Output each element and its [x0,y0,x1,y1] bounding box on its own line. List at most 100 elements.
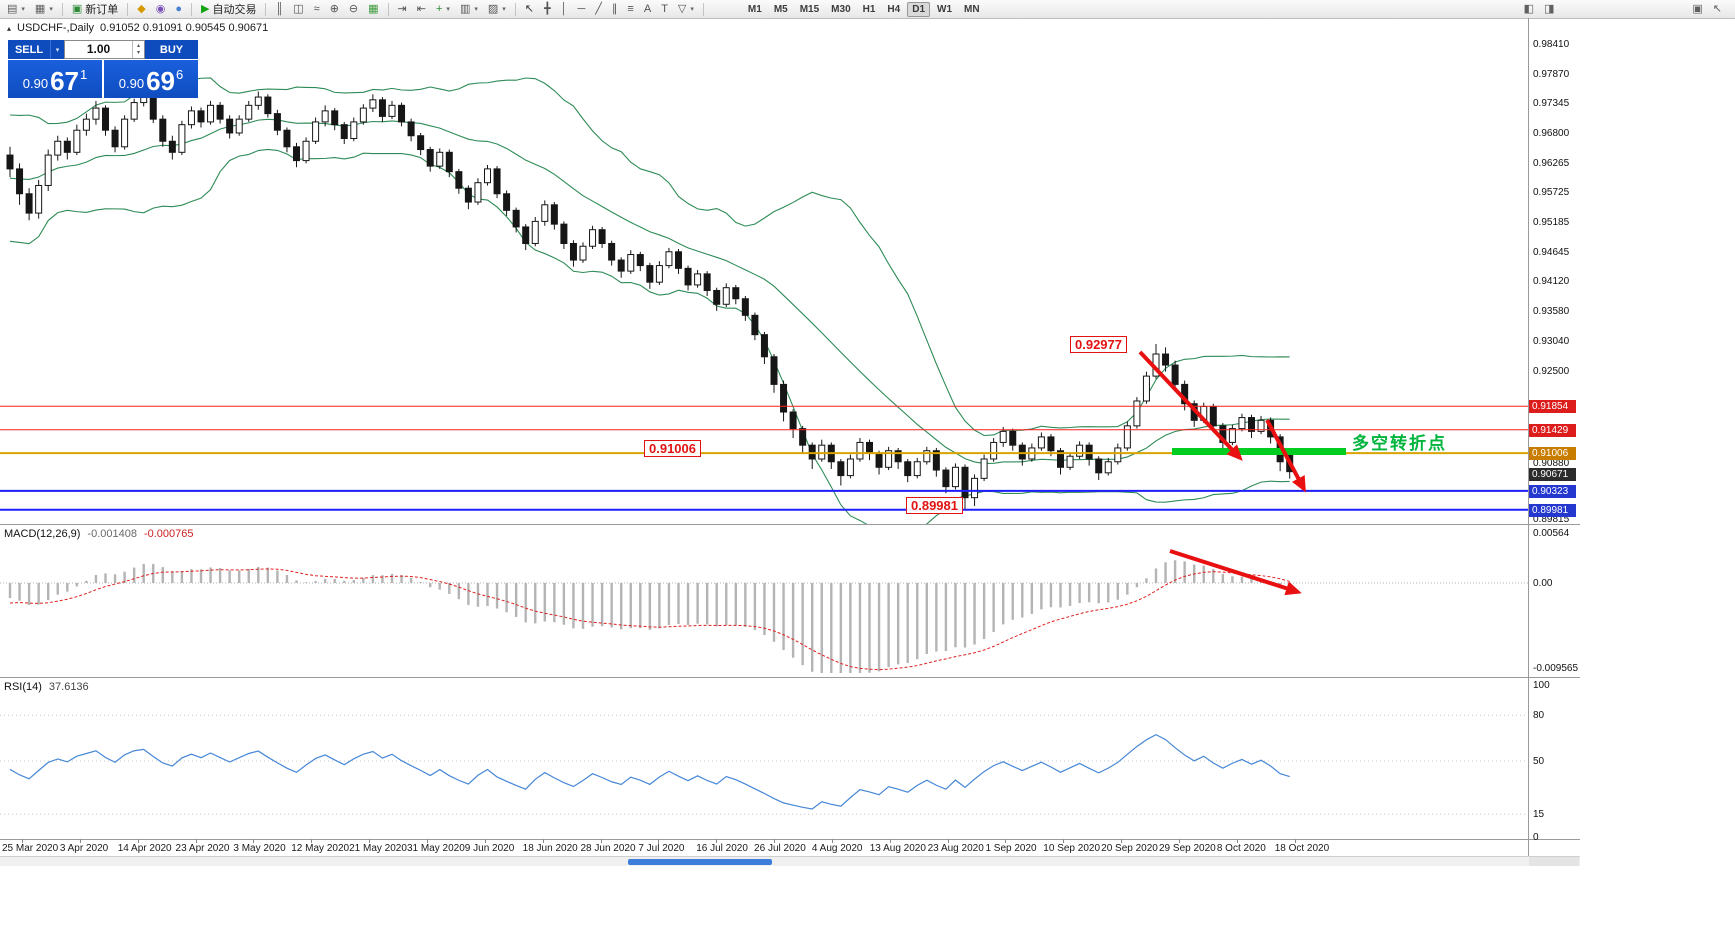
profiles-icon[interactable]: ▦ ▾ [30,0,58,18]
bar-chart-icon[interactable]: ║ [270,0,288,18]
date-axis-tick [195,839,197,843]
main-chart-canvas[interactable] [0,18,1528,525]
price-axis-label: 0.94645 [1533,247,1570,259]
zoom-in-icon[interactable]: ⊕ [325,0,344,18]
date-axis-label: 8 Oct 2020 [1216,843,1266,854]
price-callout[interactable]: 0.92977 [1070,336,1127,353]
date-axis-label: 4 Aug 2020 [811,843,863,854]
date-axis-tick [658,839,660,843]
volume-value[interactable]: 1.00 [86,42,111,56]
price-axis-label: 0.95725 [1533,187,1570,199]
volume-spinner[interactable]: ▴ ▾ [132,41,144,58]
shapes-icon-dropdown[interactable]: ▾ [690,6,694,13]
new-order-button[interactable]: ▣ 新订单 [67,0,123,18]
auto-scroll-icon[interactable]: ⇥ [393,0,412,18]
indicators-icon[interactable]: + ▾ [431,0,455,18]
price-axis-marker: 0.91006 [1529,447,1576,461]
crosshair-icon[interactable]: ╋ [539,0,556,18]
snapshot-icon: ▣ [1692,3,1703,15]
spinner-up-icon[interactable]: ▴ [136,42,140,49]
bollinger-band-line [9,77,1290,437]
new-chart-icon[interactable]: ▤ ▾ [2,0,30,18]
buy-price-button[interactable]: 0.90 69 6 [104,60,198,98]
metaeditor-icon[interactable]: ◆ [132,0,150,18]
price-callout[interactable]: 0.89981 [906,497,963,514]
templates-icon-dropdown[interactable]: ▾ [502,6,506,13]
snapshot-icon[interactable]: ▣ [1687,0,1707,18]
date-axis-tick [1179,839,1180,843]
rsi-panel-canvas[interactable] [0,678,1528,839]
price-axis-marker: 0.91854 [1529,400,1576,414]
price-axis-label: 0.97870 [1533,68,1570,80]
macd-panel-canvas[interactable] [0,525,1528,677]
cursor-icon[interactable]: ↖ [520,0,539,18]
macd-trend-arrow-object[interactable] [1169,549,1302,596]
pointer-mode-icon: ↖ [1712,3,1722,15]
date-axis-label: 28 Jun 2020 [580,843,636,854]
date-axis-tick [889,839,891,843]
toolbar-separator [265,2,267,16]
new-order-button-label: 新订单 [85,4,119,16]
vertical-line-icon: │ [560,3,568,15]
candlestick-chart-icon[interactable]: ◫ [288,0,308,18]
pointer-mode-icon[interactable]: ↖ [1708,0,1727,18]
signals-icon[interactable]: ● [170,0,187,18]
auto-trading-button[interactable]: ▶ 自动交易 [196,0,261,18]
auto-trading-icon: ▶ [200,3,210,15]
shapes-icon[interactable]: ▽ ▾ [673,0,699,18]
macd-name: MACD(12,26,9) [4,528,81,540]
price-callout[interactable]: 0.91006 [644,440,701,457]
notifications-icon[interactable]: ◨ [1539,0,1559,18]
sell-price-button[interactable]: 0.90 67 1 [8,60,102,98]
horizontal-line-icon[interactable]: ─ [573,0,591,18]
new-chart-icon-dropdown[interactable]: ▾ [21,6,25,13]
timeframe-m30-button[interactable]: M30 [831,3,851,15]
date-axis-tick [369,839,371,843]
label-icon[interactable]: T [656,0,673,18]
date-axis-tick [947,839,949,843]
buy-button[interactable]: BUY [145,40,198,59]
chart-shift-icon[interactable]: ⇤ [412,0,431,18]
periods-icon[interactable]: ▥ ▾ [455,0,483,18]
timeframe-mn-button[interactable]: MN [964,3,980,15]
timeframe-w1-button[interactable]: W1 [937,3,953,15]
ohlc-values: 0.91052 0.91091 0.90545 0.90671 [100,22,269,34]
vertical-line-icon[interactable]: │ [556,0,573,18]
fibonacci-icon[interactable]: ≡ [622,0,638,18]
trend-arrow-object[interactable] [1265,419,1306,493]
timeframe-m15-button[interactable]: M15 [799,3,820,15]
periods-icon-dropdown[interactable]: ▾ [474,6,478,13]
timeframe-m1-button[interactable]: M1 [747,3,762,15]
pivot-zone-object[interactable] [1172,448,1346,455]
volume-field[interactable]: 1.00 ▴ ▾ [64,40,145,59]
sell-options-dropdown[interactable]: ▾ [50,40,64,59]
spinner-down-icon[interactable]: ▾ [136,49,140,56]
chat-icon[interactable]: ◧ [1519,0,1539,18]
horizontal-scrollbar[interactable] [0,856,1580,866]
sell-button[interactable]: SELL [8,40,50,59]
market-icon[interactable]: ◉ [151,0,171,18]
scrollbar-thumb[interactable] [628,859,772,865]
templates-icon[interactable]: ▨ ▾ [483,0,511,18]
rsi-dates-separator [0,839,1580,840]
date-axis-tick [22,839,23,843]
toolbar-separator [190,2,192,16]
timeframe-d1-button[interactable]: D1 [907,1,931,17]
timeframe-h1-button[interactable]: H1 [862,3,876,15]
indicators-icon-dropdown[interactable]: ▾ [446,6,450,13]
profiles-icon-dropdown[interactable]: ▾ [49,6,53,13]
timeframe-h4-button[interactable]: H4 [887,3,901,15]
rsi-axis-label: 50 [1533,756,1545,767]
channel-icon[interactable]: ∥ [607,0,623,18]
line-chart-icon[interactable]: ≈ [309,0,325,18]
price-axis-marker: 0.90323 [1529,484,1576,498]
text-icon[interactable]: A [639,0,656,18]
tile-windows-icon[interactable]: ▦ [363,0,383,18]
trend-arrow-object[interactable] [1138,350,1243,461]
bar-chart-icon: ║ [275,3,284,15]
date-axis-tick [542,839,544,843]
trendline-icon[interactable]: ╱ [590,0,607,18]
bollinger-band-line [9,148,1290,525]
zoom-out-icon[interactable]: ⊖ [344,0,363,18]
timeframe-m5-button[interactable]: M5 [773,3,788,15]
